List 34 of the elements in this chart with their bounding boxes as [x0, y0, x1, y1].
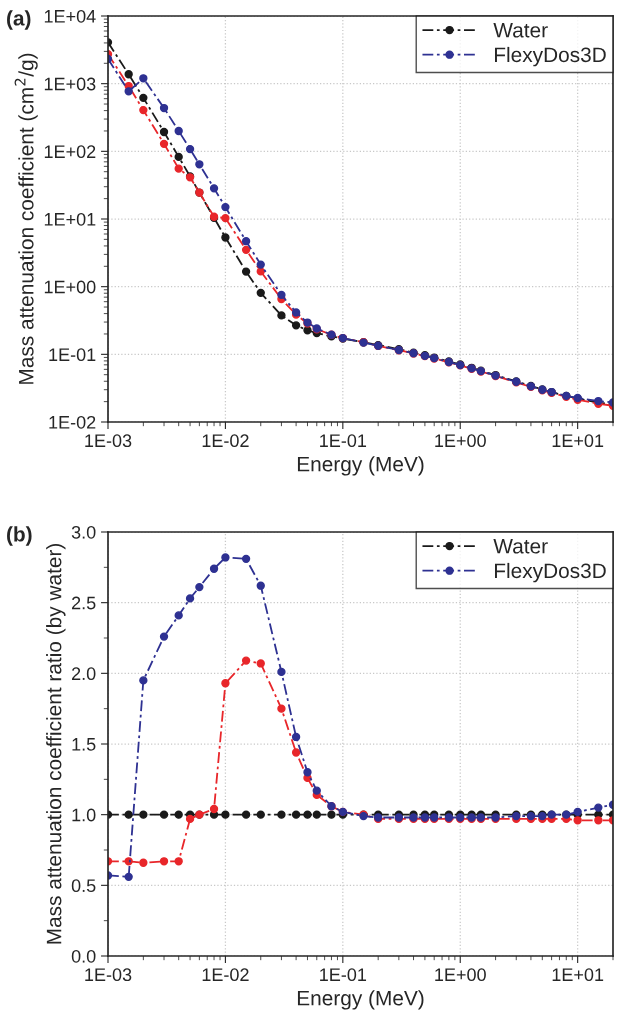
x-axis-title: Energy (MeV)	[297, 456, 424, 476]
x-axis-title: Energy (MeV)	[297, 990, 424, 1010]
y-tick-label: 3.0	[71, 525, 96, 539]
x-tick-label: 1E+00	[435, 434, 486, 448]
x-tick-label: 1E-02	[202, 434, 249, 448]
y-axis-title: Mass attenuation coefficient ratio (by water)	[46, 543, 66, 944]
y-tick-label: 1.0	[72, 808, 96, 822]
y-tick-label: 2.5	[72, 596, 96, 610]
text: (a)	[7, 10, 31, 30]
x-tick-label: 1E-02	[202, 968, 249, 982]
legend-label: Water	[493, 23, 548, 38]
y-tick-label: 1E+03	[44, 77, 96, 91]
x-tick-label: 1E-03	[85, 968, 132, 982]
legend-label: FlexyDos3D	[495, 562, 606, 583]
y-tick-label: 1.5	[72, 738, 96, 751]
y-tick-label: 1E+04	[44, 9, 96, 23]
x-tick-label: 1E-01	[320, 434, 367, 448]
x-tick-label: 1E-03	[85, 434, 132, 448]
x-tick-label: 1E-01	[320, 968, 367, 982]
y-axis-title: Mass attenuation coefficient (cm$^{2}$/g)	[14, 53, 38, 384]
y-tick-label: 1E+00	[44, 280, 96, 294]
x-tick-label: 1E+01	[552, 434, 604, 448]
y-tick-label: 1E-01	[49, 348, 96, 362]
legend-label: FlexyDos3D	[495, 46, 606, 67]
y-tick-label: 2.0	[72, 667, 96, 681]
y-tick-label: 0.5	[71, 879, 96, 893]
x-tick-label: 1E+00	[435, 968, 486, 982]
y-tick-label: 1E+02	[44, 145, 96, 159]
y-tick-label: 1E-02	[49, 415, 96, 429]
legend-label: Water	[493, 539, 548, 554]
y-tick-label: 0.0	[71, 949, 96, 963]
x-tick-label: 1E+01	[552, 968, 604, 982]
y-tick-label: 1E+01	[44, 212, 96, 226]
text: (b)	[7, 526, 32, 546]
